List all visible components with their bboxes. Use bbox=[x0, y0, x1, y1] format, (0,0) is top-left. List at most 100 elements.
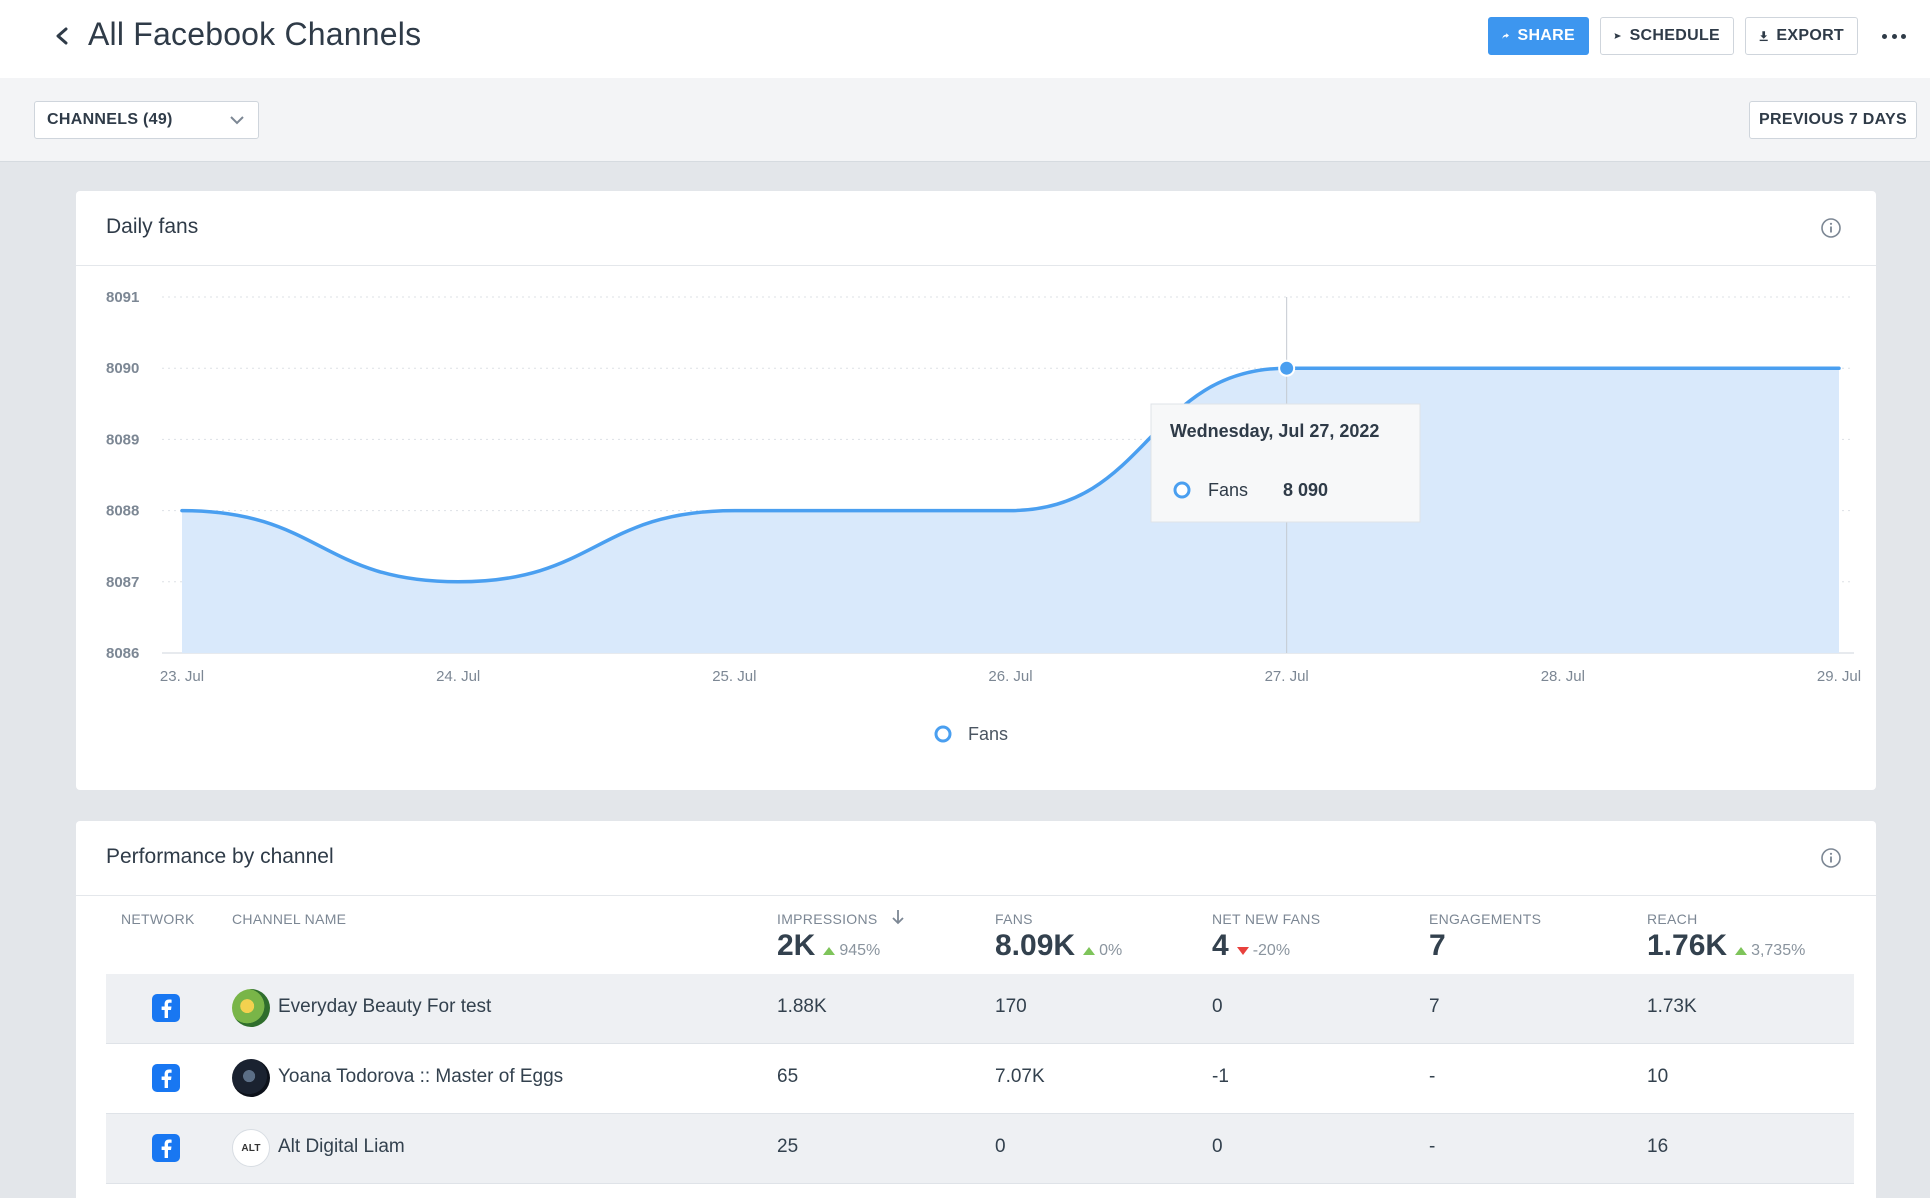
info-icon[interactable] bbox=[1820, 847, 1842, 869]
y-tick-label: 8091 bbox=[106, 289, 139, 306]
column-header-fans[interactable]: FANS bbox=[995, 911, 1033, 927]
channel-avatar bbox=[232, 1059, 270, 1097]
share-button[interactable]: SHARE bbox=[1488, 17, 1589, 55]
chevron-down-icon bbox=[230, 116, 244, 125]
tooltip-value: 8 090 bbox=[1283, 480, 1328, 500]
fans-cell: 170 bbox=[995, 996, 1027, 1017]
reach-cell: 10 bbox=[1647, 1066, 1669, 1087]
column-header-reach[interactable]: REACH bbox=[1647, 911, 1698, 927]
y-tick-label: 8088 bbox=[106, 503, 139, 520]
performance-card: Performance by channel NETWORK CHANNEL N… bbox=[76, 821, 1876, 1198]
engagements-total-value: 7 bbox=[1429, 929, 1446, 962]
table-row[interactable]: Everyday Beauty For test 1.88K 170 0 7 1… bbox=[106, 974, 1854, 1044]
dot-icon bbox=[1882, 33, 1887, 39]
download-icon bbox=[1759, 31, 1768, 42]
share-label: SHARE bbox=[1517, 27, 1575, 44]
date-range-button[interactable]: PREVIOUS 7 DAYS bbox=[1749, 101, 1917, 139]
trend-up-icon bbox=[823, 947, 836, 955]
dot-icon bbox=[1901, 33, 1906, 39]
fans-total-value: 8.09K bbox=[995, 929, 1076, 962]
filter-bar: CHANNELS (49) PREVIOUS 7 DAYS bbox=[0, 78, 1930, 162]
export-button[interactable]: EXPORT bbox=[1745, 17, 1858, 55]
fans-change: 0% bbox=[1083, 942, 1122, 960]
facebook-icon bbox=[152, 1064, 180, 1092]
chevron-left-icon bbox=[56, 27, 68, 45]
tooltip-date: Wednesday, Jul 27, 2022 bbox=[1170, 421, 1379, 441]
tooltip-series-name: Fans bbox=[1208, 480, 1248, 500]
impressions-cell: 25 bbox=[777, 1136, 799, 1157]
x-tick-label: 24. Jul bbox=[436, 668, 480, 685]
channel-name[interactable]: Everyday Beauty For test bbox=[278, 996, 492, 1017]
daily-fans-card: Daily fans 8091 8090 8089 8088 8087 8086 23. J… bbox=[76, 191, 1876, 790]
dot-icon bbox=[1891, 33, 1897, 39]
reach-change-value: 3,735% bbox=[1751, 942, 1806, 959]
send-icon bbox=[1614, 33, 1622, 39]
impressions-change: 945% bbox=[823, 942, 880, 960]
info-icon[interactable] bbox=[1820, 217, 1842, 239]
column-header-network[interactable]: NETWORK bbox=[121, 911, 195, 927]
share-icon bbox=[1502, 33, 1510, 39]
daily-fans-chart: 8091 8090 8089 8088 8087 8086 23. Jul 24. Jul 25… bbox=[106, 289, 1861, 744]
more-options-button[interactable] bbox=[1878, 24, 1910, 48]
y-tick-label: 8089 bbox=[106, 431, 139, 448]
export-label: EXPORT bbox=[1776, 27, 1844, 44]
date-range-label: PREVIOUS 7 DAYS bbox=[1759, 111, 1907, 128]
tooltip-series-marker bbox=[1173, 481, 1191, 499]
column-header-engagements[interactable]: ENGAGEMENTS bbox=[1429, 911, 1542, 927]
schedule-button[interactable]: SCHEDULE bbox=[1600, 17, 1734, 55]
engagements-total: 7 bbox=[1429, 929, 1446, 963]
legend-label[interactable]: Fans bbox=[968, 724, 1008, 744]
fans-cell: 0 bbox=[995, 1136, 1006, 1157]
page-title: All Facebook Channels bbox=[88, 16, 422, 52]
engagements-cell: - bbox=[1429, 1136, 1436, 1157]
reach-total: 1.76K 3,735% bbox=[1647, 929, 1805, 963]
y-tick-label: 8087 bbox=[106, 574, 139, 591]
reach-change: 3,735% bbox=[1735, 942, 1805, 960]
tooltip-box bbox=[1150, 403, 1421, 523]
table-row[interactable]: ALT Alt Digital Liam 25 0 0 - 16 bbox=[106, 1114, 1854, 1184]
trend-up-icon bbox=[1083, 947, 1096, 955]
legend-marker[interactable] bbox=[934, 725, 952, 743]
column-header-net-new-fans[interactable]: NET NEW FANS bbox=[1212, 911, 1321, 927]
net-new-fans-total-value: 4 bbox=[1212, 929, 1229, 962]
impressions-total: 2K 945% bbox=[777, 929, 880, 963]
facebook-icon bbox=[152, 1134, 180, 1162]
x-tick-label: 28. Jul bbox=[1541, 668, 1585, 685]
x-tick-label: 26. Jul bbox=[988, 668, 1032, 685]
net-new-fans-total: 4 -20% bbox=[1212, 929, 1290, 963]
x-tick-label: 27. Jul bbox=[1265, 668, 1309, 685]
performance-title: Performance by channel bbox=[106, 845, 334, 868]
facebook-icon bbox=[152, 994, 180, 1022]
channel-name[interactable]: Alt Digital Liam bbox=[278, 1136, 405, 1157]
channel-avatar bbox=[232, 989, 270, 1027]
y-tick-label: 8086 bbox=[106, 645, 139, 662]
schedule-label: SCHEDULE bbox=[1629, 27, 1720, 44]
net-new-fans-cell: 0 bbox=[1212, 1136, 1223, 1157]
card-divider bbox=[76, 895, 1876, 896]
channels-dropdown[interactable]: CHANNELS (49) bbox=[34, 101, 259, 139]
sort-descending-icon[interactable] bbox=[891, 908, 905, 926]
daily-fans-title: Daily fans bbox=[106, 215, 199, 238]
x-tick-label: 25. Jul bbox=[712, 668, 756, 685]
trend-up-icon bbox=[1735, 947, 1748, 955]
reach-total-value: 1.76K bbox=[1647, 929, 1728, 962]
fans-cell: 7.07K bbox=[995, 1066, 1045, 1087]
x-tick-label: 29. Jul bbox=[1817, 668, 1861, 685]
net-new-fans-cell: -1 bbox=[1212, 1066, 1229, 1087]
column-header-impressions[interactable]: IMPRESSIONS bbox=[777, 911, 878, 927]
reach-cell: 16 bbox=[1647, 1136, 1669, 1157]
engagements-cell: - bbox=[1429, 1066, 1436, 1087]
column-header-channel-name[interactable]: CHANNEL NAME bbox=[232, 911, 347, 927]
back-button[interactable] bbox=[48, 22, 76, 50]
trend-down-icon bbox=[1236, 947, 1249, 955]
y-tick-label: 8090 bbox=[106, 360, 139, 377]
channel-name[interactable]: Yoana Todorova :: Master of Eggs bbox=[278, 1066, 564, 1087]
channels-dropdown-label: CHANNELS (49) bbox=[47, 111, 173, 128]
net-new-fans-change-value: -20% bbox=[1252, 942, 1291, 959]
card-divider bbox=[76, 265, 1876, 266]
fans-total: 8.09K 0% bbox=[995, 929, 1122, 963]
data-point bbox=[1278, 359, 1296, 377]
engagements-cell: 7 bbox=[1429, 996, 1440, 1017]
table-row[interactable]: Yoana Todorova :: Master of Eggs 65 7.07… bbox=[106, 1044, 1854, 1114]
channel-avatar: ALT bbox=[232, 1129, 270, 1167]
